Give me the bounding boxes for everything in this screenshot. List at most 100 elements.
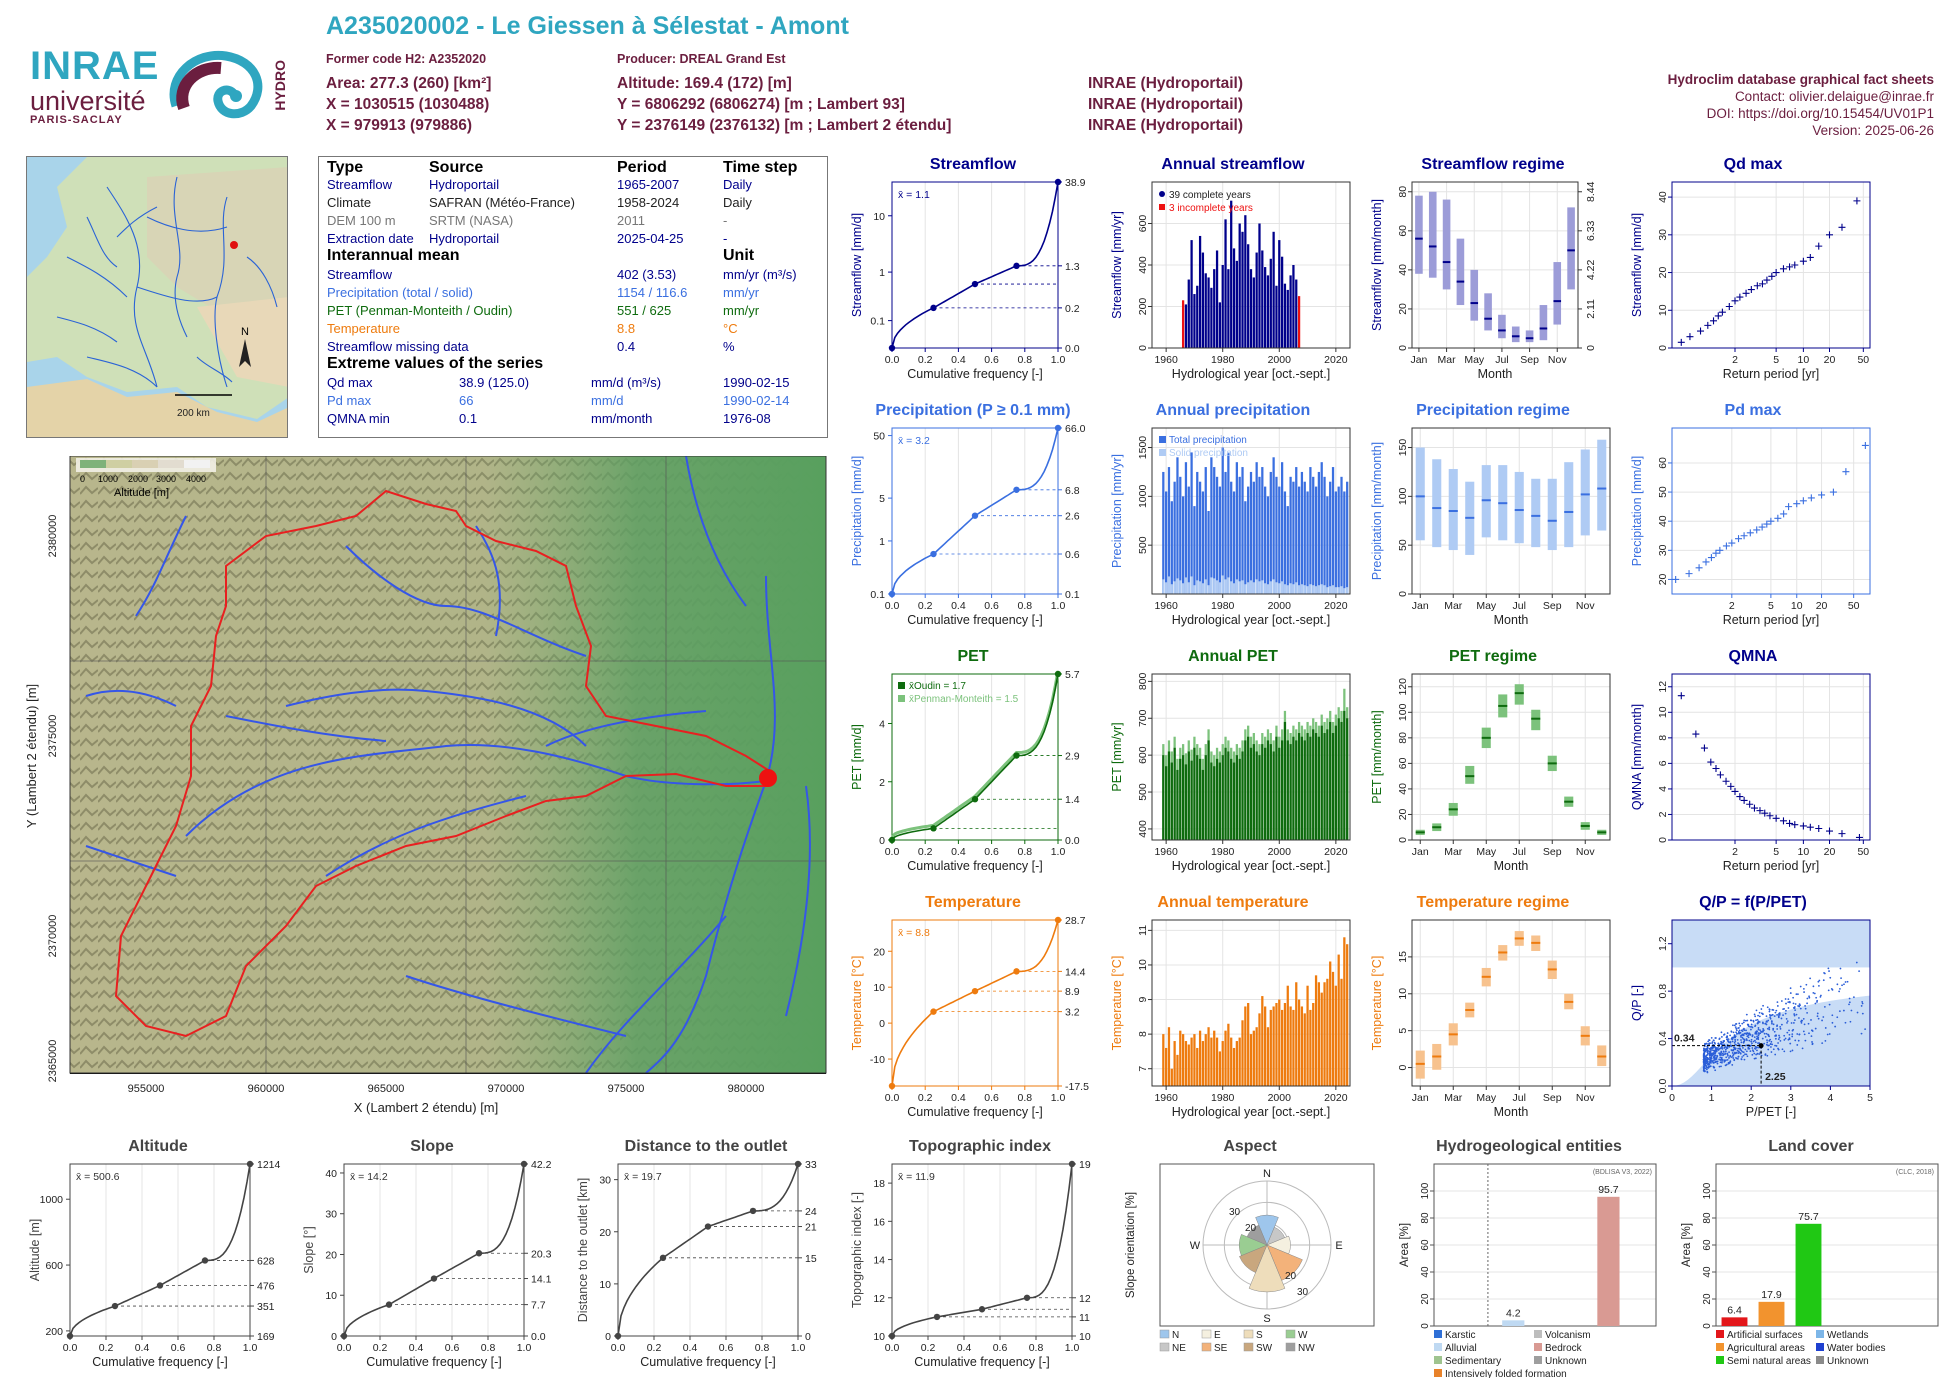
quantile-point [971,280,979,288]
bar [1204,273,1207,348]
x-tick-label: 0.0 [337,1342,352,1354]
data-point [1755,1030,1758,1033]
left-tick-label: 10 [873,982,885,994]
data-point [1855,833,1863,841]
row-extraction-step: - [723,231,728,246]
bar [1238,476,1241,594]
aspect-sector-n [1255,1214,1279,1246]
bar-solid [1241,580,1244,594]
data-point [1841,984,1843,987]
data-point [1775,1009,1778,1012]
data-point [1770,1040,1773,1043]
data-point [1763,520,1771,528]
inrae-wordmark: INRAE [30,44,160,88]
y-tick-label: 0 [1420,1323,1431,1329]
data-point [1772,1027,1775,1030]
legend-swatch [1159,1329,1170,1339]
bar [1266,275,1270,348]
extreme-title: Extreme values of the series [327,355,544,372]
data-point [1838,990,1841,993]
data-point [1791,1035,1794,1038]
bar [1249,747,1253,840]
data-point [1741,1056,1744,1058]
x-tick-label: 0.8 [207,1342,222,1354]
bar-solid [1176,578,1179,594]
data-point [1861,1001,1864,1003]
svg-text:4000: 4000 [186,474,206,484]
data-point [1723,1050,1725,1053]
extreme-qd-value: 38.9 (125.0) [459,375,530,390]
data-point [1770,1021,1773,1023]
bar-solid [1218,582,1222,594]
data-point [1785,503,1793,511]
data-point [1785,1009,1787,1012]
data-point [1719,1056,1722,1059]
y-axis-label: PET [mm/yr] [1110,722,1124,791]
data-point [1768,1010,1771,1013]
x-axis-label: Hydrological year [oct.-sept.] [1172,859,1330,873]
data-point [1727,1040,1730,1043]
bar [1170,762,1173,840]
data-point [1784,1037,1787,1040]
data-point [1856,1011,1859,1014]
data-point [1786,819,1794,827]
x-tick-label: Jul [1513,846,1526,858]
y-tick-label: 20 [1657,573,1669,585]
bar [1249,471,1253,594]
bar [1204,467,1207,594]
bar [1275,285,1278,348]
regime-box [1432,459,1442,548]
altitude-legend: 0 1000 2000 3000 4000 Altitude [m] [76,458,216,499]
bar [1165,491,1168,594]
x-tick-label: 0.6 [719,1342,734,1354]
y-tick-label: 500 [1137,536,1149,554]
bar-solid [1190,576,1193,594]
left-tick-label: 12 [873,1293,885,1305]
data-point [1731,1064,1734,1066]
doi-link[interactable]: DOI: https://doi.org/10.15454/UV01P1 [1706,106,1934,121]
svg-text:975000: 975000 [608,1083,645,1095]
bar [1176,457,1179,594]
data-point [1774,1011,1777,1014]
bar-solid [1261,580,1264,594]
bar [1312,729,1315,840]
quantile-point [933,1313,941,1321]
y-tick-label: 80 [1397,186,1409,198]
legend-swatch [1534,1343,1542,1351]
y-tick-label: 20 [1420,1293,1431,1305]
x-tick-label: 0.2 [921,1342,936,1354]
paris-saclay-wordmark: PARIS-SACLAY [30,114,123,126]
data-point [1784,998,1787,1000]
bar [1334,725,1337,840]
data-point [1779,1039,1782,1042]
cdf-curve [343,1163,525,1337]
legend-label: 3 incomplete years [1169,203,1253,214]
bar [1297,296,1301,348]
bar [1264,486,1267,594]
x-tick-label: 2020 [1324,354,1348,366]
extreme-qd-unit: mm/d (m³/s) [591,375,662,390]
right-tick-label: 351 [257,1301,275,1313]
bar [1196,755,1199,840]
bar [1215,758,1219,840]
data-point [1677,338,1685,346]
svg-text:960000: 960000 [248,1083,285,1095]
data-point [1742,1034,1745,1037]
x-tick-label: 0.6 [993,1342,1008,1354]
x-tick-label: May [1476,600,1497,612]
data-point [1723,1034,1725,1036]
row-extraction-source: Hydroportail [429,231,500,246]
data-point [1722,542,1730,550]
bar [1295,982,1298,1086]
bar [1218,302,1222,348]
qmna-panel: QMNA 0 2 4 6 8 10 12 2 5 10 20 50 Return period [yr] Q… [1628,648,1878,874]
bar [1184,1041,1188,1086]
data-point [1740,796,1748,804]
data-point [1749,1050,1752,1053]
bar-solid [1187,582,1190,594]
data-point [1737,1055,1740,1058]
bar-solid [1210,577,1213,594]
x-tick-label: Jan [1412,846,1429,858]
data-point [1799,822,1807,830]
